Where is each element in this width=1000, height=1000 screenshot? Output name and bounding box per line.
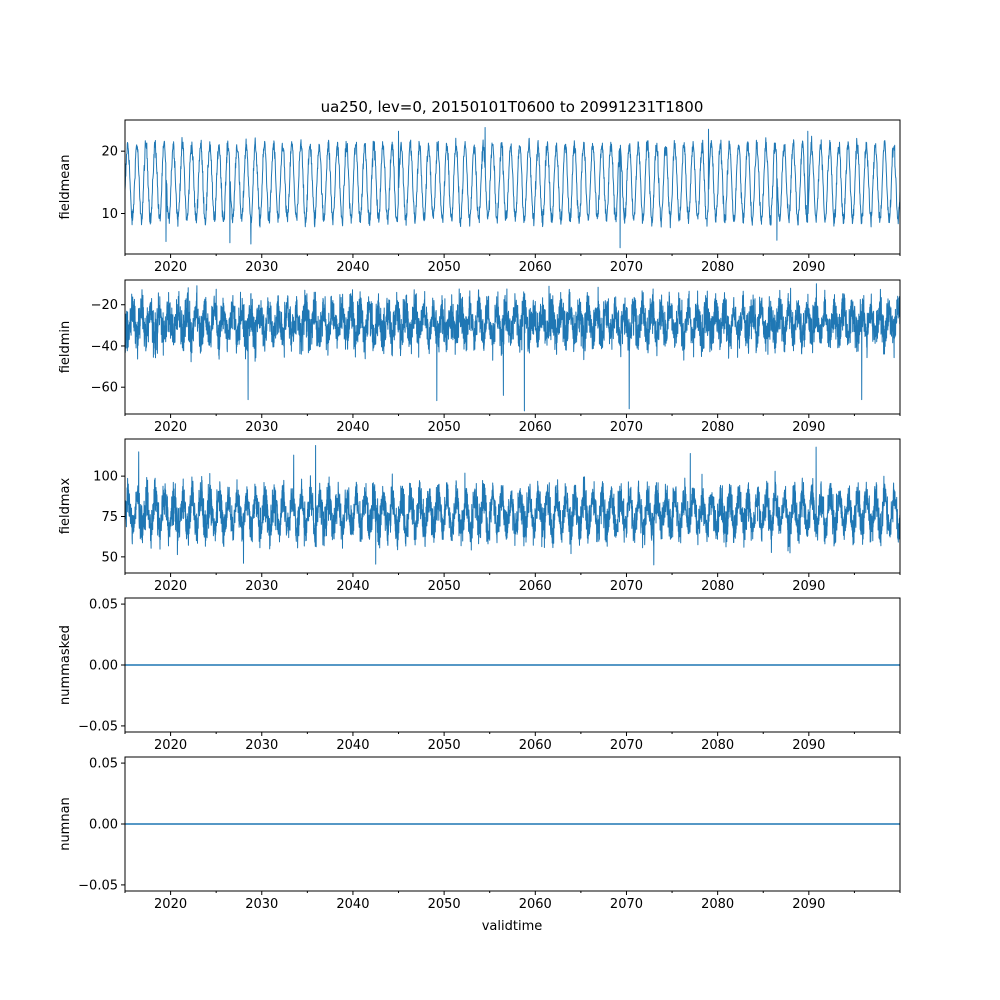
x-tick-label: 2070 bbox=[610, 738, 643, 753]
x-tick-label: 2030 bbox=[245, 897, 278, 912]
x-tick-label: 2020 bbox=[154, 260, 187, 275]
x-tick-label: 2090 bbox=[792, 420, 825, 435]
axes-frame bbox=[124, 119, 901, 255]
x-tick-label: 2020 bbox=[154, 420, 187, 435]
y-axis-label: fieldmin bbox=[58, 321, 73, 374]
x-tick-label: 2020 bbox=[154, 579, 187, 594]
x-tick-label: 2080 bbox=[701, 579, 734, 594]
y-tick-label: 100 bbox=[93, 470, 118, 485]
x-tick-label: 2070 bbox=[610, 579, 643, 594]
x-tick-label: 2060 bbox=[519, 579, 552, 594]
y-axis-label: nummasked bbox=[58, 625, 73, 705]
y-tick-label: 75 bbox=[101, 510, 118, 525]
y-tick-label: 10 bbox=[101, 207, 118, 222]
x-tick-label: 2040 bbox=[336, 897, 369, 912]
axes-frame bbox=[124, 438, 901, 574]
x-tick-label: 2060 bbox=[519, 738, 552, 753]
series-line-fieldmean bbox=[125, 127, 900, 249]
y-axis-label: numnan bbox=[58, 797, 73, 851]
x-tick-label: 2030 bbox=[245, 579, 278, 594]
x-tick-label: 2080 bbox=[701, 897, 734, 912]
x-tick-label: 2050 bbox=[428, 897, 461, 912]
x-tick-label: 2090 bbox=[792, 579, 825, 594]
y-tick-label: 0.00 bbox=[89, 659, 118, 674]
x-tick-label: 2040 bbox=[336, 579, 369, 594]
subplot-fieldmax: fieldmax 2020 2030 2040 2050 2060 2070 2080 2090… bbox=[58, 438, 901, 594]
x-tick-label: 2050 bbox=[428, 260, 461, 275]
axes-frame bbox=[124, 279, 901, 415]
y-tick-label: 0.00 bbox=[89, 818, 118, 833]
x-tick-label: 2020 bbox=[154, 738, 187, 753]
x-tick-label: 2040 bbox=[336, 260, 369, 275]
y-tick-label: −60 bbox=[91, 381, 118, 396]
y-tick-label: −40 bbox=[91, 339, 118, 354]
y-axis-label: fieldmean bbox=[58, 155, 73, 220]
series-line-fieldmax bbox=[125, 445, 900, 566]
x-tick-label: 2070 bbox=[610, 897, 643, 912]
y-tick-label: −0.05 bbox=[78, 719, 118, 734]
x-tick-label: 2050 bbox=[428, 738, 461, 753]
x-tick-label: 2080 bbox=[701, 260, 734, 275]
figure-title: ua250, lev=0, 20150101T0600 to 20991231T… bbox=[321, 98, 704, 116]
subplot-nummasked: nummasked 2020 2030 2040 2050 2060 2070 2080 209… bbox=[58, 597, 901, 753]
x-tick-label: 2090 bbox=[792, 260, 825, 275]
x-tick-label: 2060 bbox=[519, 897, 552, 912]
x-tick-label: 2080 bbox=[701, 738, 734, 753]
x-axis-label: validtime bbox=[482, 919, 543, 934]
subplot-fieldmean: fieldmean 2020 2030 2040 2050 2060 2070 2080 209… bbox=[58, 119, 901, 275]
x-tick-label: 2050 bbox=[428, 579, 461, 594]
x-tick-label: 2050 bbox=[428, 420, 461, 435]
x-tick-label: 2060 bbox=[519, 260, 552, 275]
y-tick-label: −0.05 bbox=[78, 878, 118, 893]
y-tick-label: 50 bbox=[101, 550, 118, 565]
x-tick-label: 2030 bbox=[245, 420, 278, 435]
x-tick-label: 2070 bbox=[610, 260, 643, 275]
x-tick-label: 2060 bbox=[519, 420, 552, 435]
y-tick-label: 20 bbox=[101, 145, 118, 160]
x-tick-label: 2080 bbox=[701, 420, 734, 435]
y-tick-label: 0.05 bbox=[89, 598, 118, 613]
x-tick-label: 2040 bbox=[336, 738, 369, 753]
x-tick-label: 2020 bbox=[154, 897, 187, 912]
x-tick-label: 2030 bbox=[245, 738, 278, 753]
subplot-fieldmin: fieldmin 2020 2030 2040 2050 2060 2070 2080 2090… bbox=[58, 279, 901, 435]
x-tick-label: 2070 bbox=[610, 420, 643, 435]
series-line-fieldmin bbox=[125, 283, 900, 412]
x-tick-label: 2090 bbox=[792, 897, 825, 912]
y-tick-label: −20 bbox=[91, 298, 118, 313]
x-tick-label: 2090 bbox=[792, 738, 825, 753]
y-tick-label: 0.05 bbox=[89, 757, 118, 772]
x-tick-label: 2040 bbox=[336, 420, 369, 435]
y-axis-label: fieldmax bbox=[58, 478, 73, 535]
subplot-numnan: numnan 2020 2030 2040 2050 2060 2070 2080 2090 0.… bbox=[58, 756, 901, 912]
x-tick-label: 2030 bbox=[245, 260, 278, 275]
